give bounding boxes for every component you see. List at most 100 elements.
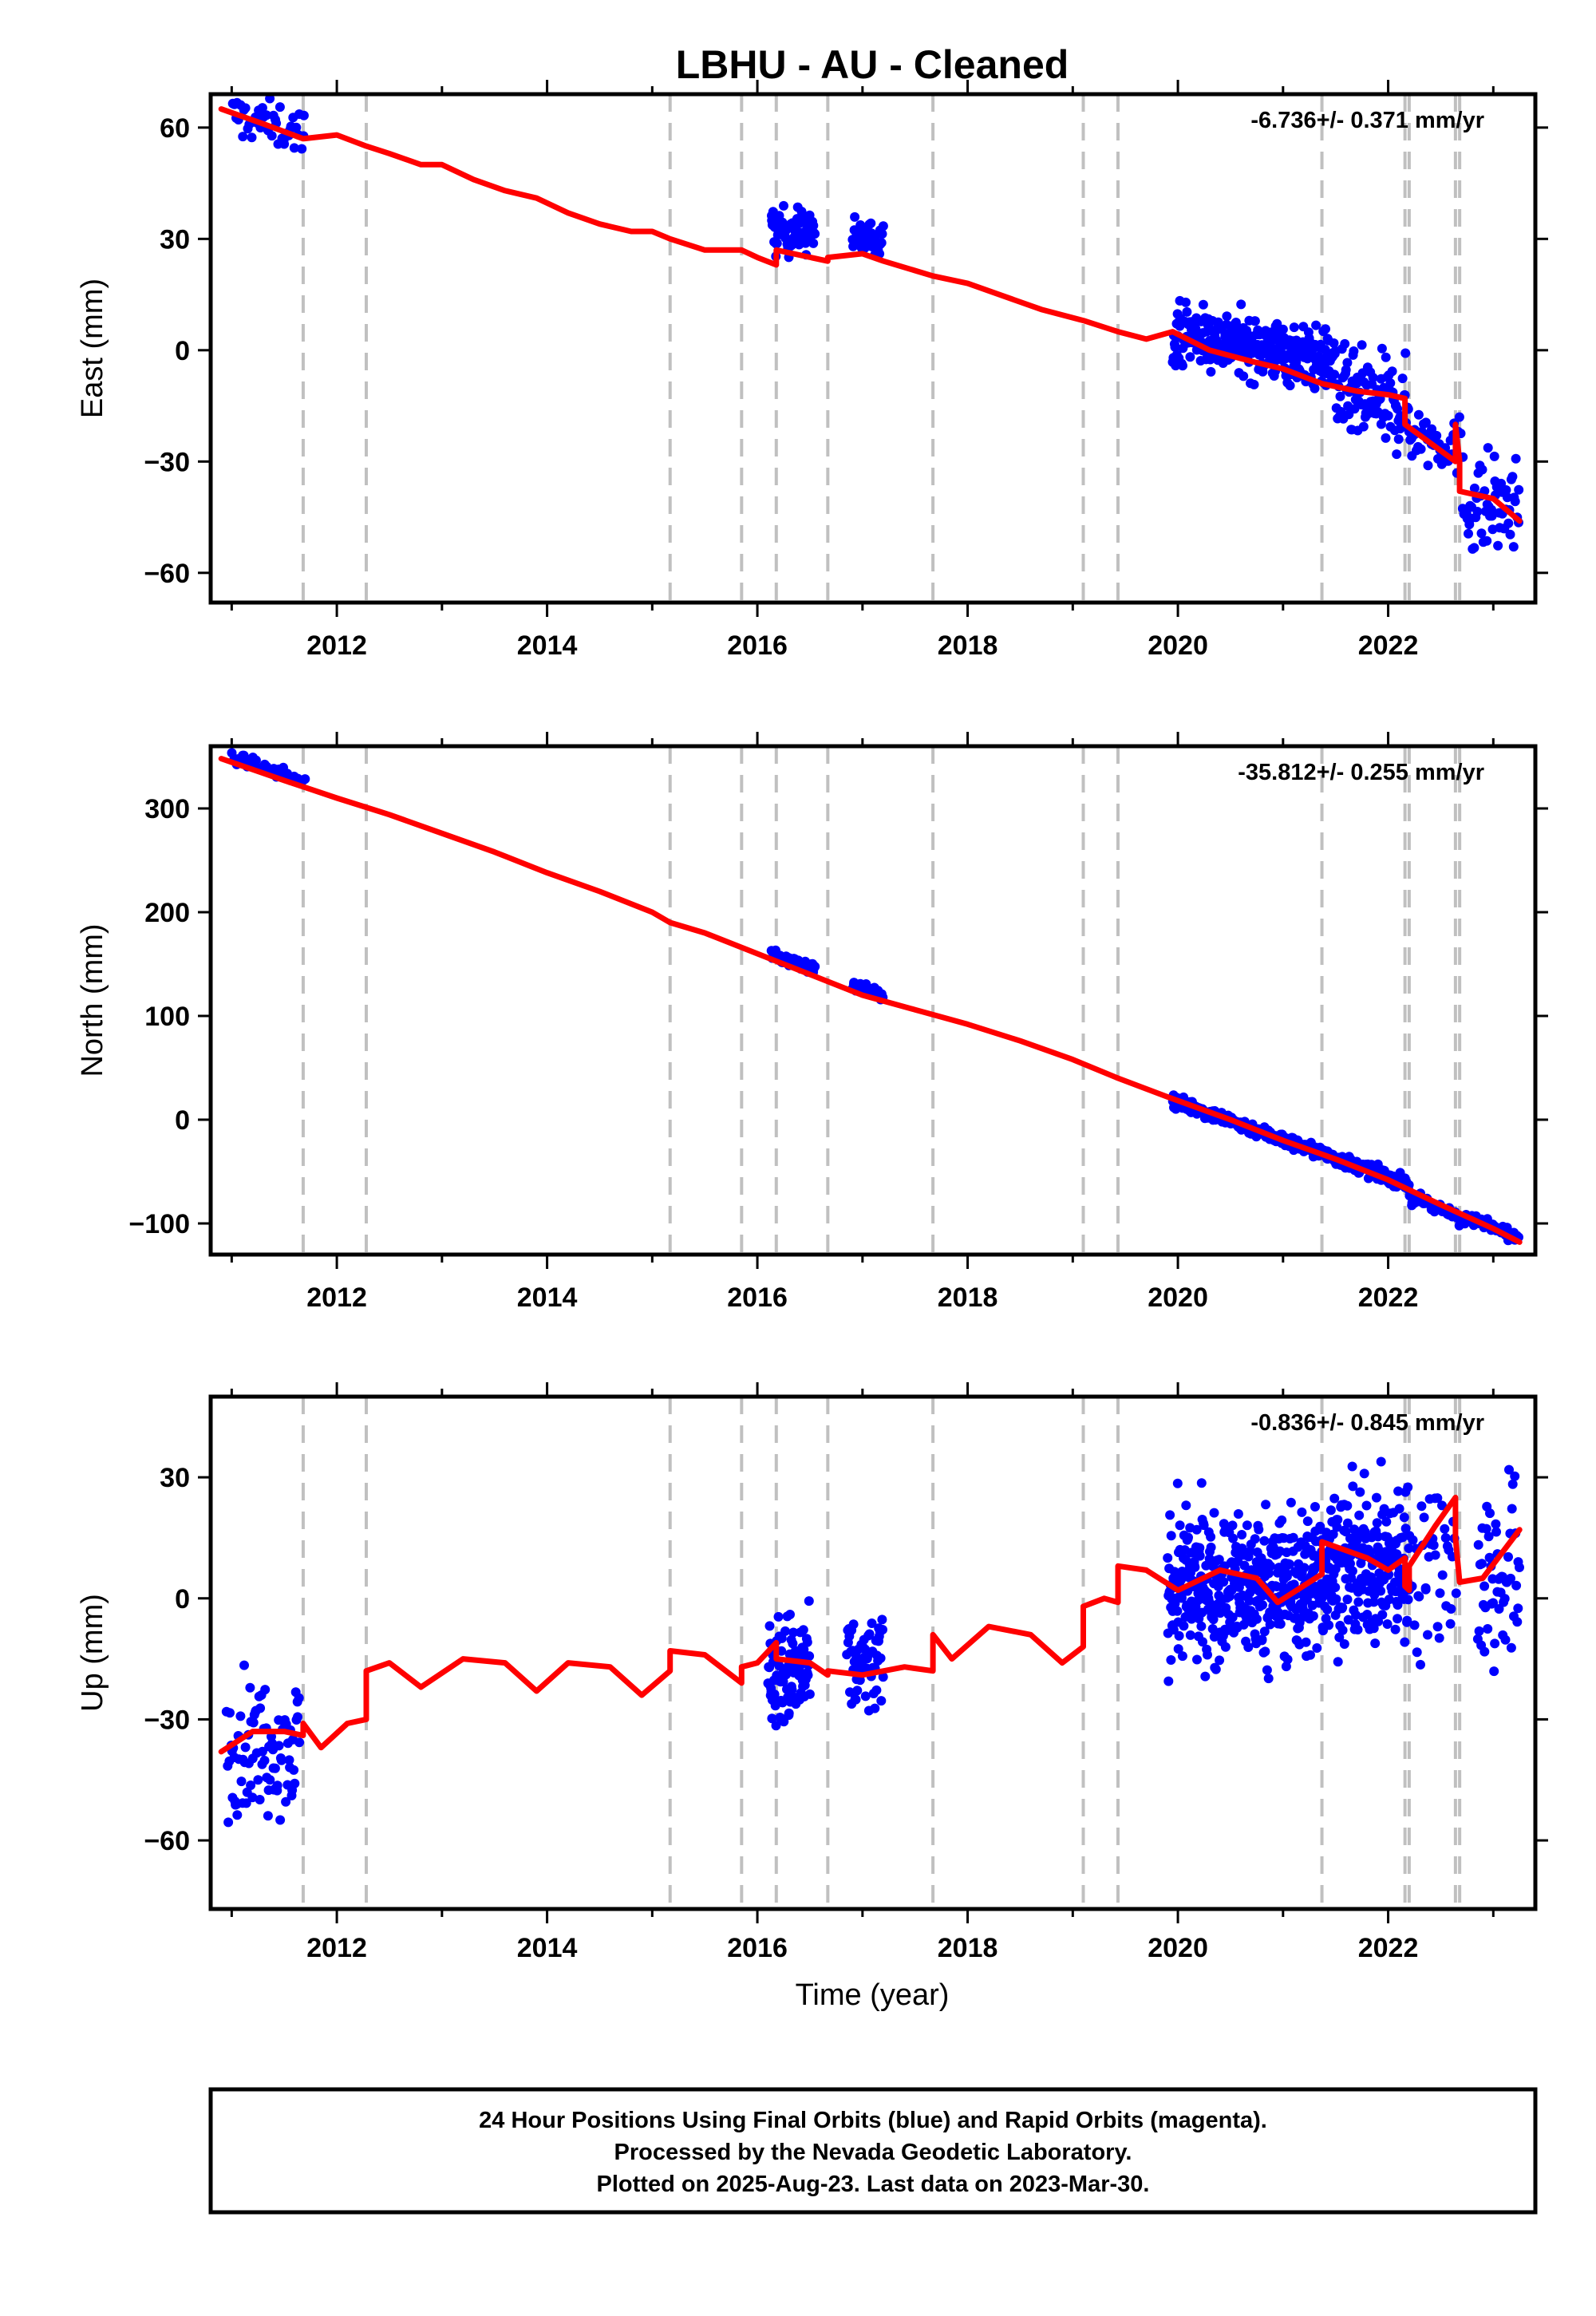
data-point (235, 1711, 246, 1721)
data-point (1330, 1563, 1341, 1574)
x-tick-label: 2012 (306, 1282, 367, 1313)
data-point (225, 1708, 235, 1718)
data-point (241, 1798, 251, 1808)
data-point (263, 1811, 273, 1821)
data-point (236, 1777, 247, 1787)
data-point (1181, 1500, 1191, 1511)
data-point (265, 1775, 275, 1785)
data-point (1481, 1524, 1491, 1534)
x-tick-label: 2020 (1148, 1282, 1208, 1313)
data-point (1190, 1562, 1200, 1572)
data-point (1337, 1603, 1348, 1613)
data-point (1275, 1618, 1286, 1629)
data-point (804, 1689, 815, 1699)
data-point (1341, 365, 1351, 375)
data-point (1504, 1464, 1514, 1475)
data-point (1437, 1570, 1448, 1580)
data-point (1512, 1617, 1523, 1627)
data-point (255, 1795, 265, 1804)
data-point (1209, 1508, 1219, 1518)
data-point (1310, 1502, 1320, 1512)
data-point (1507, 1504, 1517, 1514)
data-point (1340, 338, 1350, 349)
y-tick-label: 200 (144, 898, 190, 928)
data-point (1393, 1600, 1403, 1610)
y-tick-label: 0 (175, 336, 190, 366)
data-point (1377, 1610, 1388, 1620)
y-tick-label: −30 (144, 1705, 190, 1735)
data-point (1198, 1637, 1207, 1647)
y-tick-label: 0 (175, 1105, 190, 1136)
y-tick-label: 30 (160, 1463, 190, 1493)
data-point (1322, 1604, 1333, 1614)
data-point (1381, 1516, 1392, 1527)
data-point (772, 238, 782, 248)
data-point (1349, 404, 1360, 414)
data-point (1272, 318, 1282, 329)
y-tick-label: 60 (160, 113, 190, 144)
model-line (218, 1494, 1523, 1755)
data-point (300, 774, 310, 785)
data-point (1277, 1515, 1287, 1525)
data-point (1483, 443, 1493, 453)
data-point (1451, 1588, 1461, 1599)
y-axis-label: Up (mm) (76, 1594, 109, 1712)
data-point (1258, 1600, 1267, 1610)
east-panel: −60 −30 0 30 60 2012 2014 2016 2018 2020 2022 East … (76, 80, 1548, 661)
chart-title: LBHU - AU - Cleaned (676, 42, 1069, 87)
data-point (1282, 1654, 1293, 1665)
data-point (866, 218, 876, 228)
data-point (272, 1780, 282, 1791)
data-point (1507, 472, 1518, 482)
data-point (1198, 299, 1208, 310)
data-point (240, 103, 251, 113)
data-point (1294, 1618, 1305, 1628)
y-tick-label: −60 (144, 559, 190, 589)
rate-label: -35.812+/- 0.255 mm/yr (1238, 760, 1484, 785)
data-point (1259, 1535, 1270, 1546)
data-point (810, 962, 820, 972)
data-point (1347, 1461, 1357, 1472)
data-point (1285, 381, 1295, 391)
data-point (1423, 1630, 1432, 1640)
data-point (1333, 1515, 1343, 1525)
data-point (1266, 1561, 1276, 1571)
data-point (1339, 1639, 1349, 1649)
data-point (248, 1717, 259, 1728)
data-point (1428, 1540, 1439, 1551)
data-point (1482, 536, 1492, 546)
data-point (1488, 1598, 1499, 1608)
data-point (1238, 371, 1249, 381)
data-point (1170, 342, 1180, 352)
data-point (1259, 1626, 1270, 1637)
data-point (804, 1651, 815, 1662)
data-point (1390, 1624, 1400, 1634)
data-point (1385, 378, 1396, 388)
data-point (1513, 1603, 1523, 1614)
up-panel: −60 −30 0 30 2012 2014 2016 2018 2020 2022 Up (mm)… (76, 1382, 1548, 1963)
data-point (1357, 340, 1367, 350)
data-point (1196, 1621, 1207, 1631)
data-point (253, 1775, 263, 1785)
data-point (1329, 338, 1339, 348)
data-point (1354, 1510, 1365, 1520)
data-point (788, 1627, 799, 1638)
data-point (784, 1708, 794, 1718)
data-point (1206, 366, 1216, 377)
data-point (1376, 1586, 1386, 1596)
data-point (1506, 1642, 1516, 1653)
data-point (1353, 1597, 1364, 1607)
data-point (1445, 1618, 1456, 1629)
data-point (1372, 1518, 1382, 1528)
x-tick-label: 2016 (727, 1933, 788, 1963)
data-point (860, 1691, 871, 1701)
data-point (798, 1625, 808, 1635)
data-point (1203, 1650, 1212, 1660)
data-point (1430, 1550, 1440, 1560)
data-point (1200, 1671, 1211, 1682)
data-point (1501, 485, 1511, 495)
data-point (1174, 1630, 1184, 1641)
x-tick-label: 2020 (1148, 1933, 1208, 1963)
data-point (1413, 409, 1424, 420)
